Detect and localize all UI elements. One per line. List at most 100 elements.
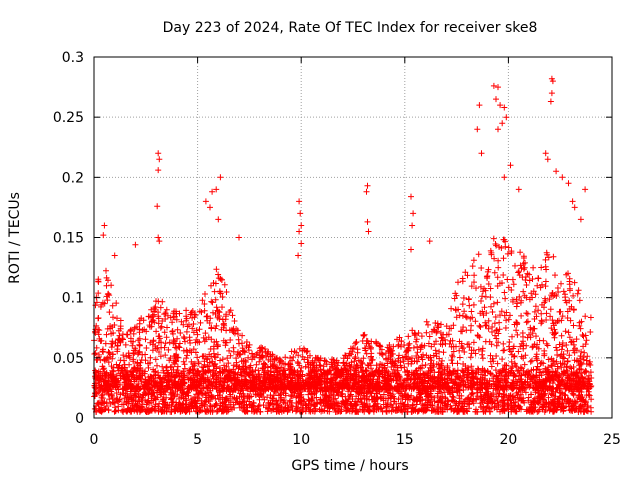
data-point (317, 388, 324, 394)
data-point (330, 401, 337, 408)
data-point (171, 393, 177, 400)
data-point (552, 393, 559, 400)
data-point (110, 399, 117, 406)
data-point (240, 399, 247, 406)
data-point (129, 401, 136, 407)
data-point (241, 392, 248, 399)
data-point (570, 392, 577, 399)
data-point (371, 405, 378, 412)
data-point (162, 388, 169, 395)
data-point (456, 392, 463, 399)
data-point (520, 397, 527, 404)
data-point (170, 389, 177, 396)
data-point (264, 408, 271, 415)
data-points (91, 75, 595, 415)
data-point (193, 407, 200, 414)
data-point (380, 401, 387, 408)
data-point (95, 379, 102, 386)
data-point (256, 402, 263, 409)
data-point (478, 404, 485, 411)
data-point (237, 390, 243, 397)
data-point (380, 391, 387, 398)
data-point (487, 370, 494, 377)
data-point (540, 390, 547, 397)
data-point (466, 398, 473, 405)
data-point (437, 408, 444, 415)
data-point (180, 395, 187, 402)
data-point (404, 401, 411, 408)
data-point (319, 407, 326, 414)
data-point (230, 401, 237, 408)
data-point (515, 396, 522, 403)
data-point (496, 390, 503, 397)
data-point (546, 400, 553, 407)
data-point (345, 395, 352, 402)
data-point (395, 396, 402, 403)
data-point (208, 393, 215, 400)
data-point (373, 395, 380, 402)
data-point (557, 406, 564, 413)
data-point (387, 392, 393, 399)
data-point (364, 396, 370, 403)
data-point (557, 393, 563, 400)
data-point (390, 398, 397, 405)
data-point (192, 397, 199, 404)
data-point (548, 391, 555, 398)
data-point (99, 407, 106, 414)
data-point (203, 369, 209, 376)
data-point (539, 393, 546, 400)
data-point (92, 390, 99, 397)
data-point (128, 392, 135, 399)
data-point (472, 408, 479, 415)
data-point (144, 398, 151, 405)
data-point (410, 401, 417, 408)
data-point (196, 395, 202, 402)
data-point (505, 393, 512, 400)
data-point (399, 400, 406, 407)
data-point (478, 393, 485, 400)
data-point (305, 391, 312, 398)
data-point (463, 407, 470, 414)
data-point (244, 395, 251, 402)
data-point (375, 403, 382, 410)
data-point (171, 392, 178, 399)
data-point (158, 406, 165, 413)
data-point (119, 401, 125, 408)
data-point (404, 396, 411, 403)
data-point (158, 391, 165, 398)
data-point (348, 391, 354, 398)
data-point (152, 403, 158, 410)
data-point (464, 395, 471, 402)
data-point (244, 404, 251, 411)
data-point (473, 395, 480, 402)
data-point (280, 407, 287, 414)
data-point (477, 400, 484, 407)
data-point (136, 394, 143, 401)
data-point (124, 405, 131, 412)
data-point (247, 401, 254, 408)
data-point (254, 391, 261, 397)
data-point (486, 408, 493, 415)
data-point (184, 406, 191, 413)
data-point (570, 402, 577, 409)
data-point (482, 394, 489, 401)
data-point (562, 392, 569, 399)
data-point (460, 408, 467, 415)
data-point (577, 403, 584, 409)
data-point (449, 393, 456, 400)
data-point (469, 397, 476, 404)
data-point (145, 406, 152, 413)
data-point (545, 394, 552, 401)
data-point (516, 403, 523, 410)
data-point (281, 397, 288, 403)
data-point (428, 393, 435, 400)
data-point (143, 390, 150, 397)
data-point (409, 402, 416, 409)
data-point (551, 407, 558, 414)
data-point (575, 409, 582, 415)
data-point (419, 401, 426, 408)
data-point (455, 400, 462, 407)
data-point (176, 405, 183, 412)
data-point (564, 398, 571, 405)
